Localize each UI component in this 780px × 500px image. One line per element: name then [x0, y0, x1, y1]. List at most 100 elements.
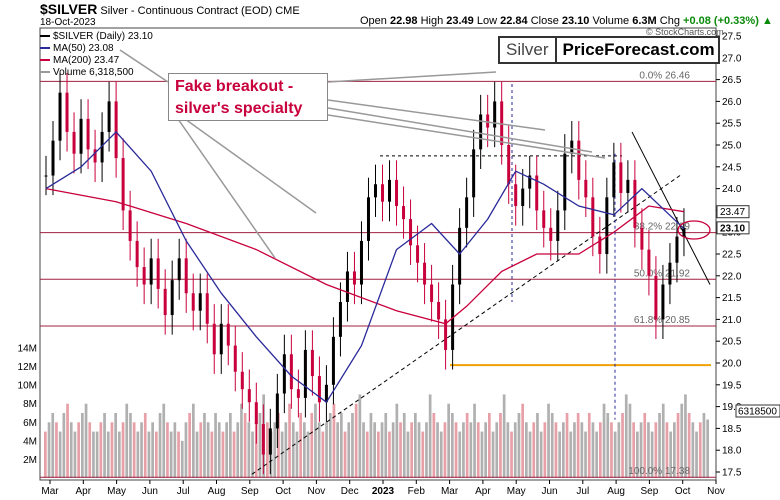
candle-body	[535, 175, 539, 211]
candle-body	[514, 184, 518, 207]
price-tick-label: 20.5	[722, 337, 742, 348]
callout-pointer	[119, 49, 169, 83]
volume-bar	[306, 431, 310, 478]
x-tick-label: 2023	[372, 486, 395, 497]
candle-body	[591, 197, 595, 237]
candle-body	[324, 384, 328, 403]
volume-bar	[621, 413, 624, 478]
volume-bar	[421, 431, 425, 478]
volume-bar	[210, 431, 214, 478]
candle-body	[107, 101, 111, 132]
volume-bar	[258, 413, 262, 478]
volume-bar	[240, 403, 243, 478]
candle-body	[500, 101, 504, 145]
x-tick-label: Sep	[641, 486, 659, 497]
volume-bar	[92, 431, 95, 478]
volume-bar	[691, 422, 695, 478]
x-tick-label: Jun	[142, 486, 158, 497]
annotation-line2: silver's specialty	[175, 100, 303, 117]
price-tick-label: 18.0	[722, 446, 742, 457]
volume-bar	[180, 440, 184, 478]
volume-bar	[543, 422, 547, 478]
volume-bar	[199, 422, 203, 478]
candle-body	[612, 162, 616, 198]
volume-bar	[488, 413, 491, 478]
volume-bar	[436, 422, 439, 478]
candle-body	[156, 258, 160, 289]
brand-logo: Silver PriceForecast.com	[498, 36, 720, 64]
volume-bar	[169, 431, 173, 478]
volume-bar	[143, 413, 147, 478]
candle-body	[114, 101, 118, 159]
legend-ma200: MA(200) 23.47	[40, 55, 119, 66]
volume-bar	[484, 422, 487, 478]
volume-bar	[317, 422, 321, 478]
price-tick-label: 27.0	[722, 53, 742, 64]
volume-bar	[406, 431, 410, 478]
volume-bar	[580, 422, 584, 478]
volume-bar	[173, 422, 177, 478]
volume-bar	[480, 431, 484, 478]
candle-body	[373, 184, 377, 198]
volume-bar	[499, 413, 502, 478]
volume-bar	[439, 431, 443, 478]
volume-bar	[702, 413, 706, 478]
candle-body	[395, 179, 399, 207]
candle-body	[212, 323, 216, 355]
volume-bar	[495, 422, 499, 478]
candle-body	[661, 284, 665, 320]
volume-bar	[550, 413, 554, 478]
volume-bar	[606, 413, 610, 478]
volume-bar	[617, 422, 621, 478]
candle-body	[465, 197, 469, 228]
ma200-line	[45, 187, 685, 325]
volume-tick-label: 14M	[18, 344, 37, 355]
candle-body	[577, 140, 581, 180]
candle-body	[359, 240, 363, 285]
candle-body	[563, 153, 567, 211]
volume-bar	[554, 422, 558, 478]
volume-bar	[73, 431, 77, 478]
volume-bar	[192, 403, 195, 478]
candle-body	[430, 284, 434, 302]
volume-bar	[351, 413, 354, 478]
price-tick-label: 21.5	[722, 293, 742, 304]
price-tick-label: 26.0	[722, 97, 742, 108]
volume-bar	[251, 431, 254, 478]
volume-bar	[288, 403, 291, 478]
volume-bar	[402, 413, 406, 478]
volume-bar	[291, 422, 295, 478]
volume-bar	[118, 431, 121, 478]
candle-body	[254, 402, 258, 425]
candle-body	[51, 140, 55, 176]
volume-bar	[369, 413, 373, 478]
ma50-line	[45, 130, 685, 404]
candle-body	[493, 101, 497, 128]
candle-body	[142, 267, 146, 285]
fib-label: 61.8% 20.85	[634, 315, 691, 326]
volume-bar	[81, 413, 84, 478]
volume-bar	[510, 431, 513, 478]
price-tick-label: 19.0	[722, 402, 742, 413]
volume-bar	[247, 422, 251, 478]
change-value: +0.08 (+0.33%)	[683, 15, 759, 27]
candle-body	[184, 258, 188, 294]
ohlc-stats: Open 22.98 High 23.49 Low 22.84 Close 23…	[360, 15, 773, 27]
callout-pointer	[327, 114, 606, 159]
volume-bar	[458, 431, 462, 478]
candle-body	[423, 262, 427, 285]
volume-bar	[221, 431, 225, 478]
candle-body	[486, 114, 490, 128]
volume-tick-label: 2M	[23, 455, 37, 466]
volume-bar	[310, 413, 314, 478]
candle-body	[528, 175, 532, 189]
candle-body	[402, 206, 406, 220]
volume-bar	[195, 431, 199, 478]
candle-body	[289, 354, 293, 390]
volume-bar	[473, 403, 476, 478]
declining-trendline	[631, 131, 711, 285]
volume-bar	[140, 422, 143, 478]
volume-bar	[639, 422, 643, 478]
x-tick-label: Apr	[475, 486, 491, 497]
volume-bar	[643, 413, 647, 478]
